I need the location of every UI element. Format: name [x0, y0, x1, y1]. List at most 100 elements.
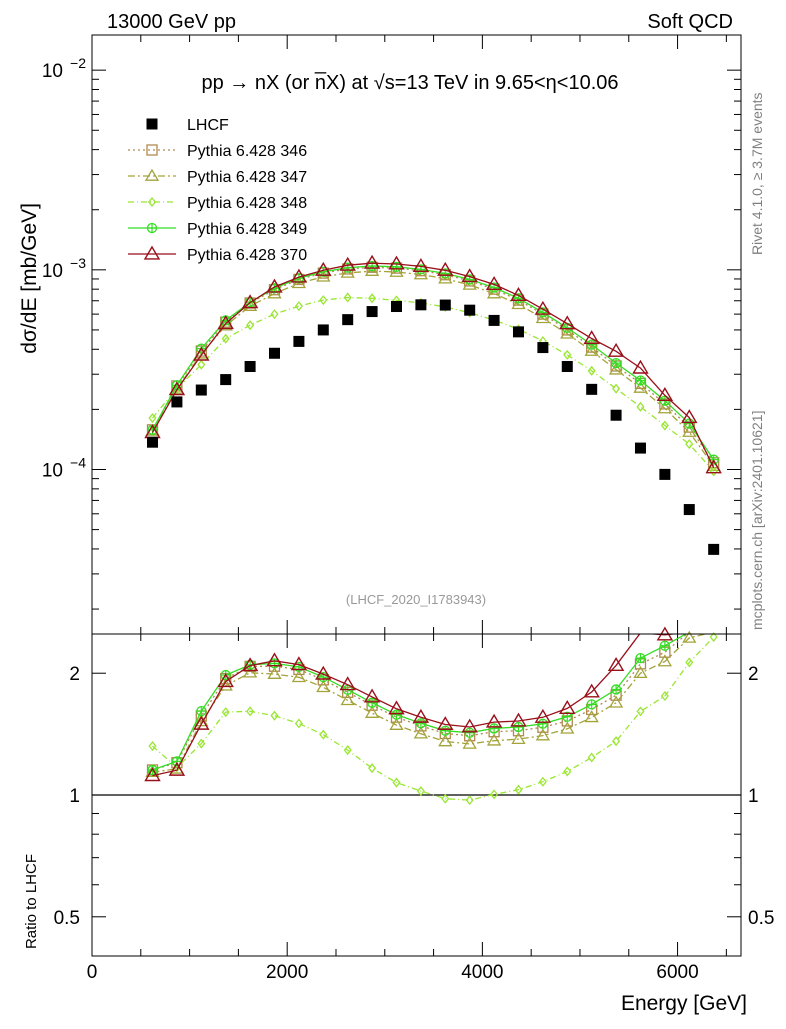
series-1-main-point [486, 286, 502, 299]
series-3-ratio-point [464, 727, 475, 738]
series-3-ratio-point [537, 718, 549, 729]
legend-marker-4 [146, 222, 158, 234]
legend-label-0: LHCF [187, 117, 229, 134]
series-4-main-point [583, 330, 600, 345]
ratio-y-tick-label: 0.5 [54, 908, 80, 929]
ratio-y-tick-label: 2 [69, 664, 80, 685]
series-2-main-point [685, 439, 694, 450]
series-4-ratio-point [241, 657, 259, 672]
series-2-ratio-point [514, 784, 523, 795]
series-2-main-point [343, 292, 352, 303]
series-4-main-point [632, 359, 649, 374]
lhcf-data-point [586, 383, 598, 395]
series-0-main-line [151, 266, 715, 464]
series-2-ratio-point [221, 707, 230, 718]
series-1-ratio-point [364, 705, 380, 718]
main-y-tick-label-exponent: −2 [70, 55, 86, 71]
series-4-main-point [290, 268, 308, 283]
series-1-ratio-point [242, 665, 258, 678]
series-4-main-point [437, 261, 454, 276]
series-4-ratio-point [193, 715, 210, 730]
series-4-main-point [241, 294, 259, 309]
series-2-main-point [270, 309, 279, 320]
ratio-y-tick-label-right: 0.5 [748, 908, 774, 929]
series-1-main-point [584, 343, 599, 356]
series-2-ratio-point [392, 777, 401, 788]
x-tick-label: 0 [87, 962, 98, 983]
main-y-tick-label-exponent: −4 [70, 454, 86, 470]
rivet-version-label: Rivet 4.1.0, ≥ 3.7M events [749, 92, 765, 255]
lhcf-data-point [342, 314, 354, 326]
series-3-main-point [610, 357, 622, 369]
main-series-layer [144, 254, 722, 555]
series-1-main-point [462, 277, 477, 290]
series-2-ratio-line [152, 636, 715, 801]
series-4-ratio-point [412, 708, 430, 723]
legend-label-3: Pythia 6.428 348 [187, 195, 307, 212]
series-2-ratio-point [587, 752, 596, 763]
series-4-main-point [217, 315, 234, 330]
main-y-tick-label-exponent: −3 [70, 255, 86, 271]
series-2-main-point [368, 293, 377, 304]
series-4-ratio-point [510, 712, 527, 727]
ratio-series-layer [92, 626, 741, 806]
series-1-main-point [535, 310, 551, 324]
series-4-main-point [510, 286, 527, 301]
series-2-ratio-point [685, 657, 694, 668]
x-axis-label: Energy [GeV] [621, 992, 747, 1015]
series-4-ratio-point [583, 683, 600, 698]
series-1-ratio-point [413, 726, 429, 739]
series-2-ratio-point [563, 766, 572, 777]
legend-marker-2 [144, 168, 160, 181]
lhcf-data-point [488, 314, 500, 326]
series-3-ratio-point [196, 705, 207, 717]
series-1-main-point [364, 263, 380, 276]
series-2-ratio-point [538, 776, 547, 787]
lhcf-data-point [269, 347, 281, 359]
series-1-ratio-point [633, 665, 648, 679]
lhcf-data-point [366, 306, 378, 318]
series-2-main-point [563, 349, 572, 360]
series-4-ratio-point [363, 688, 381, 703]
series-2-main-point [636, 401, 645, 412]
series-3-ratio-point [366, 697, 378, 708]
legend-marker-1 [146, 144, 158, 156]
series-1-ratio-point [438, 734, 453, 747]
series-4-main-point [315, 261, 332, 276]
series-2-main-point [221, 333, 230, 344]
lhcf-data-point [708, 543, 720, 555]
series-1-main-point [267, 286, 282, 299]
series-2-main-line [151, 296, 715, 472]
series-4-main-point [412, 258, 430, 273]
series-4-main-point [168, 381, 186, 396]
lhcf-data-point [390, 301, 402, 313]
series-1-ratio-point [462, 736, 477, 749]
series-1-ratio-point [682, 630, 697, 643]
series-3-main-line [151, 265, 715, 461]
series-2-ratio-point [490, 789, 499, 800]
series-4-main-point [461, 268, 478, 283]
lhcf-data-point [634, 442, 646, 454]
series-4-main-point [485, 276, 503, 291]
series-2-ratio-point [197, 738, 206, 749]
series-4-ratio-point [485, 713, 503, 728]
x-tick-label: 2000 [266, 962, 308, 983]
main-y-tick-label-base: 10 [42, 460, 63, 481]
lhcf-data-point [220, 374, 232, 386]
lhcf-data-point [171, 396, 183, 408]
series-2-ratio-point [416, 786, 425, 797]
series-1-ratio-point [340, 693, 355, 706]
series-3-ratio-point [635, 652, 646, 664]
series-1-ratio-point [535, 728, 551, 741]
series-2-ratio-point [368, 763, 377, 774]
series-4-ratio-point [266, 652, 283, 667]
series-2-ratio-point [636, 706, 645, 717]
x-tick-label: 6000 [656, 962, 698, 983]
lhcf-data-point [415, 299, 427, 311]
series-3-ratio-line [152, 634, 688, 771]
series-4-ratio-point [315, 665, 332, 680]
series-2-main-point [660, 420, 669, 431]
lhcf-data-point [293, 335, 305, 347]
